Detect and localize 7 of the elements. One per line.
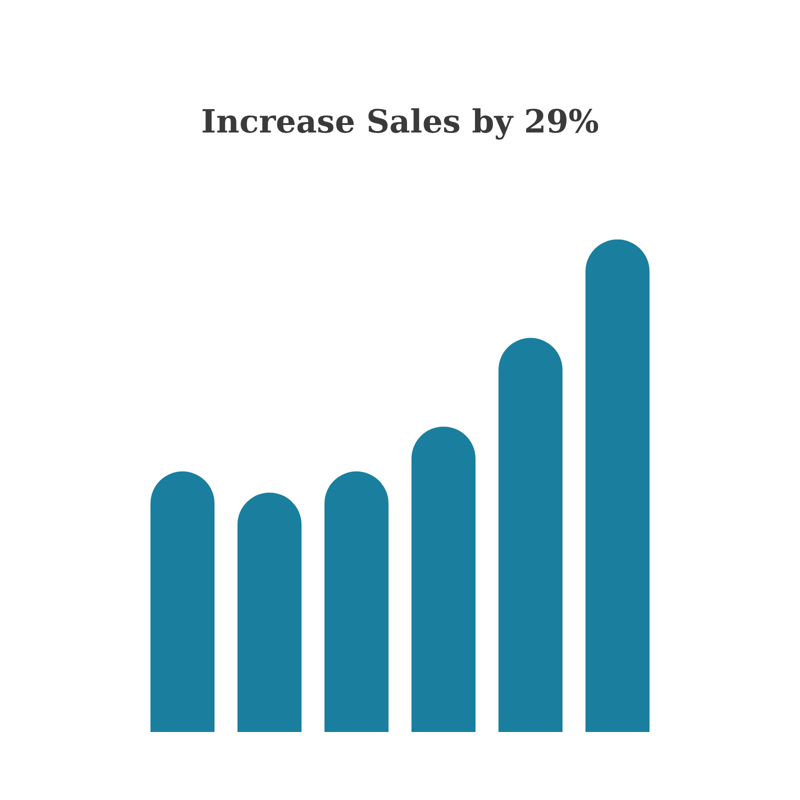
bar [237,492,302,732]
chart-title: Increase Sales by 29% [201,102,599,141]
bar [150,471,215,732]
bar [498,338,563,732]
bar [585,239,650,732]
bar [411,426,476,732]
bar [324,471,389,732]
